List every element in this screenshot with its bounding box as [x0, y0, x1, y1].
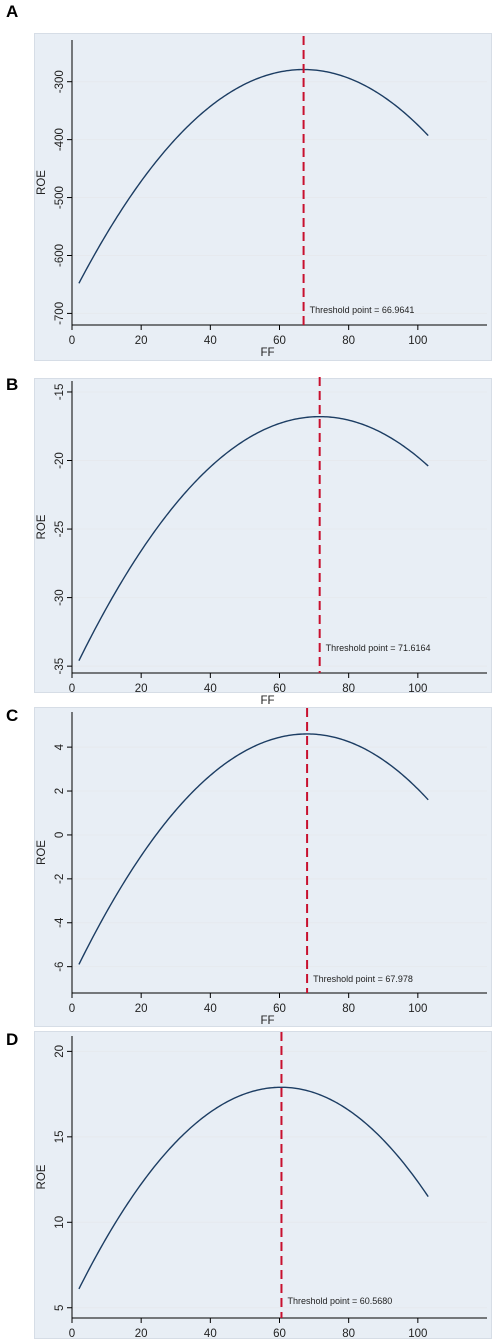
panel-d-letter: D: [6, 1030, 19, 1049]
roe-curve: [78, 415, 429, 661]
x-tick-label: 60: [273, 1003, 286, 1015]
x-tick-label: 100: [408, 1328, 427, 1339]
x-tick-label: 40: [204, 1328, 217, 1339]
panel-c: C 4 2 0 -2 -4 -6 0 20 40 60 80 100 FF ROE Threshold po…: [0, 704, 495, 1028]
x-axis-label: FF: [260, 695, 274, 707]
y-tick-label: -2: [54, 874, 66, 884]
y-tick-label: -25: [54, 521, 66, 538]
x-axis-label: FF: [260, 347, 274, 359]
y-tick-label: -6: [54, 962, 66, 972]
threshold-label: Threshold point = 66.9641: [310, 305, 415, 315]
y-tick-label: -400: [54, 128, 66, 151]
y-tick-label: 4: [54, 743, 66, 750]
y-tick-label: 2: [54, 788, 66, 794]
x-tick-label: 80: [342, 1003, 355, 1015]
panel-c-letter: C: [6, 706, 19, 725]
y-axis-label: ROE: [36, 840, 48, 865]
x-tick-label: 0: [69, 1003, 75, 1015]
panel-c-background: [34, 707, 492, 1027]
y-tick-label: 20: [54, 1045, 66, 1058]
panel-d: D 2015105020406080100FFROEThreshold poin…: [0, 1028, 495, 1339]
y-axis-label: ROE: [36, 170, 48, 195]
x-tick-label: 80: [342, 683, 355, 695]
roe-curve: [78, 1086, 429, 1290]
x-tick-label: 100: [408, 1003, 427, 1015]
panel-a: A -300 -400 -500 -600 -700 0 20 40 60 80 100 FF ROE T…: [0, 0, 495, 362]
x-tick-label: 40: [204, 1003, 217, 1015]
x-tick-label: 20: [135, 1328, 148, 1339]
panel-b-chart: -15 -20 -25 -30 -350 20 40 60 80 100 FF ROE Threshol…: [36, 377, 487, 707]
y-tick-label: -30: [54, 589, 66, 606]
x-tick-label: 80: [342, 1328, 355, 1339]
x-tick-label: 20: [135, 335, 148, 347]
panel-d-chart: 2015105020406080100FFROEThreshold point …: [36, 1032, 487, 1339]
x-tick-label: 60: [273, 683, 286, 695]
panel-a-letter: A: [6, 2, 19, 21]
y-tick-label: -35: [54, 658, 66, 675]
threshold-label: Threshold point = 60.5680: [287, 1296, 392, 1306]
y-tick-label: 5: [54, 1305, 66, 1311]
y-tick-label: -20: [54, 452, 66, 469]
panel-b: B -15 -20 -25 -30 -35 0 20 40 60 80 100 FF ROE Thresh…: [0, 373, 495, 707]
x-tick-label: 100: [408, 683, 427, 695]
x-tick-label: 0: [69, 1328, 75, 1339]
threshold-label: Threshold point = 71.6164: [326, 643, 431, 653]
panel-a-background: [34, 33, 492, 361]
x-tick-label: 60: [273, 1328, 286, 1339]
y-tick-label: 15: [54, 1130, 66, 1143]
x-tick-label: 0: [69, 335, 75, 347]
y-tick-label: -4: [54, 917, 66, 928]
y-tick-label: 10: [54, 1216, 66, 1229]
panel-b-background: [34, 378, 492, 693]
y-axis-label: ROE: [36, 1164, 48, 1189]
panel-b-letter: B: [6, 375, 19, 394]
panel-d-background: [34, 1031, 492, 1339]
x-tick-label: 40: [204, 335, 217, 347]
roe-curve: [78, 68, 429, 284]
x-tick-label: 100: [408, 335, 427, 347]
y-tick-label: -300: [54, 70, 66, 93]
y-tick-label: -600: [54, 244, 66, 267]
roe-curve: [78, 733, 429, 965]
x-axis-label: FF: [260, 1015, 274, 1027]
x-tick-label: 40: [204, 683, 217, 695]
y-tick-label: -700: [54, 302, 66, 325]
y-tick-label: -500: [54, 186, 66, 209]
y-tick-label: 0: [54, 832, 66, 838]
threshold-label: Threshold point = 67.978: [313, 974, 413, 984]
x-tick-label: 20: [135, 1003, 148, 1015]
x-tick-label: 0: [69, 683, 75, 695]
y-tick-label: -15: [54, 384, 66, 401]
x-tick-label: 80: [342, 335, 355, 347]
x-tick-label: 60: [273, 335, 286, 347]
x-tick-label: 20: [135, 683, 148, 695]
y-axis-label: ROE: [36, 514, 48, 539]
